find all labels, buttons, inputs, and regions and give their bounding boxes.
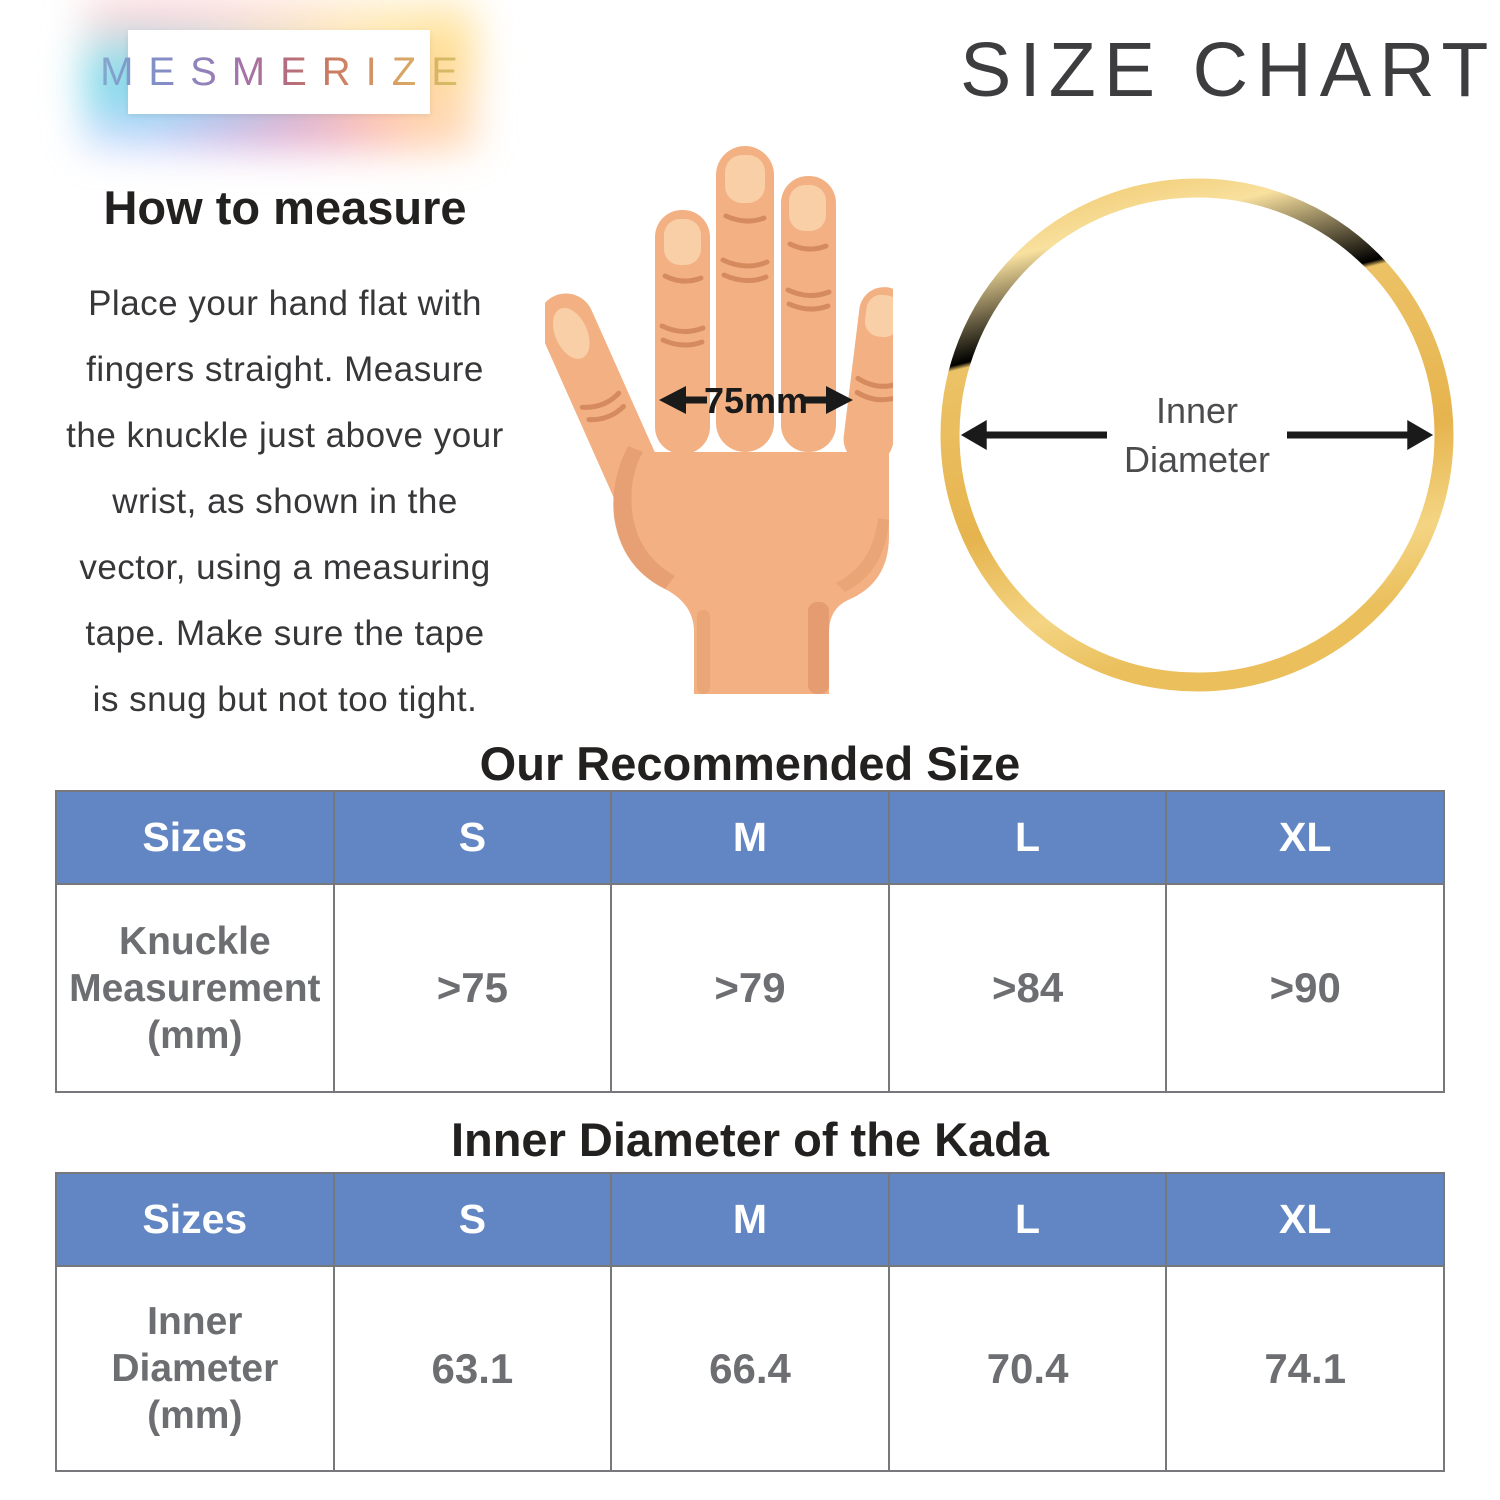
inner-diameter-table: Sizes S M L XL Inner Diameter (mm) 63.1 …	[55, 1172, 1445, 1472]
ring-finger	[781, 176, 836, 452]
value-cell-m: >79	[610, 883, 890, 1093]
header-cell-m: M	[610, 790, 890, 885]
inner-diameter-arrow: Inner Diameter	[960, 386, 1434, 484]
pinky-finger	[843, 287, 893, 465]
table-row: Inner Diameter (mm) 63.1 66.4 70.4 74.1	[55, 1265, 1445, 1472]
row-label: Inner Diameter (mm)	[111, 1300, 279, 1437]
brand-logo: MESMERIZE	[84, 0, 474, 148]
page-title: SIZE CHART	[960, 27, 1497, 113]
fingernail	[725, 155, 765, 203]
row-label-cell: Inner Diameter (mm)	[55, 1265, 335, 1472]
palm-shade	[836, 518, 889, 592]
kada-ring	[940, 178, 1454, 692]
fingernail	[552, 307, 590, 359]
row-label-cell: Knuckle Measurement (mm)	[55, 883, 335, 1093]
table-header-row: Sizes S M L XL	[55, 790, 1445, 885]
palm	[613, 446, 889, 694]
fingernail	[789, 185, 826, 231]
hand-fingers	[545, 146, 893, 520]
wrist-shade	[697, 610, 710, 694]
hand-measurement-label: 75mm	[704, 380, 808, 421]
arrow-left-icon	[960, 420, 1107, 450]
fingernail	[864, 294, 893, 338]
value-cell-s: >75	[332, 883, 613, 1093]
header-cell-xl: XL	[1165, 1172, 1445, 1267]
brand-logo-box: MESMERIZE	[100, 30, 458, 114]
index-finger	[655, 210, 710, 454]
how-to-measure-text: Place your hand flat with fingers straig…	[66, 284, 504, 719]
table-header-row: Sizes S M L XL	[55, 1172, 1445, 1267]
value-cell-m: 66.4	[610, 1265, 890, 1472]
thumb-mound-shade	[613, 446, 675, 589]
recommended-size-table: Sizes S M L XL Knuckle Measurement (mm) …	[55, 790, 1445, 1093]
header-cell-xl: XL	[1165, 790, 1445, 885]
value-cell-s: 63.1	[332, 1265, 613, 1472]
brand-name: MESMERIZE	[85, 50, 473, 95]
how-to-measure-section: How to measure Place your hand flat with…	[40, 180, 530, 733]
row-label: Knuckle Measurement (mm)	[69, 919, 321, 1057]
wrist-shade	[808, 602, 829, 694]
header-cell-s: S	[332, 1172, 613, 1267]
hand-illustration: 75mm	[545, 146, 893, 694]
kada-illustration: Inner Diameter	[940, 178, 1454, 692]
inner-diameter-title: Inner Diameter of the Kada	[450, 1113, 1050, 1166]
arrow-right-icon	[1287, 420, 1434, 450]
table-row: Knuckle Measurement (mm) >75 >79 >84 >90	[55, 883, 1445, 1093]
how-to-measure-heading: How to measure	[103, 181, 467, 234]
recommended-size-title: Our Recommended Size	[479, 737, 1021, 790]
header-cell-l: L	[887, 1172, 1168, 1267]
header-cell-sizes: Sizes	[55, 790, 335, 885]
header-cell-s: S	[332, 790, 613, 885]
value-cell-xl: >90	[1165, 883, 1445, 1093]
value-cell-l: 70.4	[887, 1265, 1168, 1472]
value-cell-l: >84	[887, 883, 1168, 1093]
inner-diameter-label: Inner Diameter	[1123, 390, 1271, 480]
header-cell-l: L	[887, 790, 1168, 885]
value-cell-xl: 74.1	[1165, 1265, 1445, 1472]
header-cell-m: M	[610, 1172, 890, 1267]
hand-measurement-arrow: 75mm	[659, 380, 853, 421]
fingernail	[664, 219, 701, 265]
header-cell-sizes: Sizes	[55, 1172, 335, 1267]
middle-finger	[716, 146, 774, 452]
